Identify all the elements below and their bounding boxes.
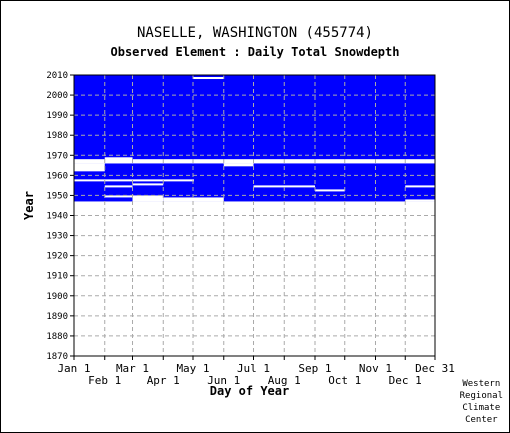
data-gap (132, 183, 164, 186)
chart-subtitle: Observed Element : Daily Total Snowdepth (110, 45, 400, 59)
data-gap (132, 195, 164, 202)
x-axis-title: Day of Year (210, 384, 289, 398)
x-tick-label: May 1 (176, 362, 209, 375)
x-tick-label: Aug 1 (268, 374, 301, 387)
x-tick-label: Dec 1 (389, 374, 422, 387)
x-tick-label: Dec 31 (415, 362, 455, 375)
data-gap (104, 185, 133, 188)
data-gap (104, 195, 133, 198)
x-tick-label: Sep 1 (298, 362, 331, 375)
data-gap (405, 185, 435, 188)
y-tick-label: 1950 (46, 191, 68, 201)
data-gap (405, 199, 435, 202)
y-axis-title: Year (22, 191, 36, 220)
y-tick-label: 1900 (46, 292, 68, 302)
data-gap (104, 157, 133, 164)
data-coverage-band (74, 75, 435, 160)
x-tick-label: Jan 1 (57, 362, 90, 375)
y-tick-label: 1910 (46, 272, 68, 282)
x-tick-label: Jul 1 (237, 362, 270, 375)
x-tick-label: Mar 1 (116, 362, 149, 375)
y-tick-label: 1940 (46, 212, 68, 222)
x-tick-label: Nov 1 (359, 362, 392, 375)
data-gap (223, 163, 254, 167)
y-tick-label: 1920 (46, 252, 68, 262)
data-coverage-band (74, 163, 435, 202)
x-tick-label: Jun 1 (207, 374, 240, 387)
data-gap (74, 163, 105, 172)
credit-text: Western Regional Climate Center (459, 379, 503, 425)
chart-title: NASELLE, WASHINGTON (455774) (136, 25, 373, 41)
y-tick-label: 2000 (46, 91, 68, 101)
y-tick-label: 1960 (46, 171, 68, 181)
data-gap (193, 77, 224, 80)
data-gap (163, 197, 224, 202)
data-gap (253, 185, 315, 188)
y-tick-label: 1980 (46, 131, 68, 141)
y-tick-label: 1990 (46, 111, 68, 121)
y-tick-label: 1890 (46, 312, 68, 322)
y-tick-label: 1930 (46, 232, 68, 242)
x-tick-label: Apr 1 (147, 374, 180, 387)
y-tick-label: 1870 (46, 352, 68, 362)
x-tick-label: Feb 1 (88, 374, 121, 387)
y-tick-label: 2010 (46, 71, 68, 81)
data-gap (74, 159, 435, 164)
data-gap (314, 189, 345, 192)
y-tick-label: 1880 (46, 332, 68, 342)
data-gap (74, 179, 195, 182)
x-tick-label: Oct 1 (328, 374, 361, 387)
y-tick-label: 1970 (46, 151, 68, 161)
